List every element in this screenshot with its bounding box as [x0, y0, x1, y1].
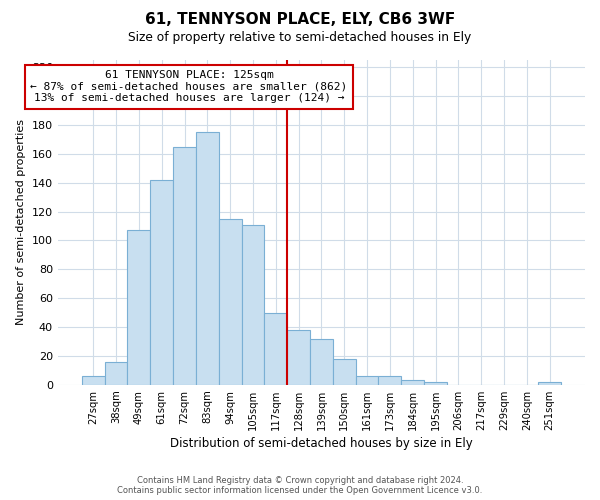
Bar	[82, 376, 104, 385]
X-axis label: Distribution of semi-detached houses by size in Ely: Distribution of semi-detached houses by …	[170, 437, 473, 450]
Y-axis label: Number of semi-detached properties: Number of semi-detached properties	[16, 120, 26, 326]
Bar	[265, 312, 287, 385]
Bar	[196, 132, 219, 385]
Text: Size of property relative to semi-detached houses in Ely: Size of property relative to semi-detach…	[128, 31, 472, 44]
Bar	[219, 219, 242, 385]
Text: 61 TENNYSON PLACE: 125sqm
← 87% of semi-detached houses are smaller (862)
13% of: 61 TENNYSON PLACE: 125sqm ← 87% of semi-…	[31, 70, 348, 103]
Bar	[356, 376, 379, 385]
Bar	[379, 376, 401, 385]
Bar	[242, 224, 265, 385]
Bar	[104, 362, 127, 385]
Text: Contains HM Land Registry data © Crown copyright and database right 2024.: Contains HM Land Registry data © Crown c…	[137, 476, 463, 485]
Bar	[424, 382, 447, 385]
Bar	[287, 330, 310, 385]
Bar	[401, 380, 424, 385]
Bar	[333, 359, 356, 385]
Bar	[538, 382, 561, 385]
Bar	[173, 146, 196, 385]
Bar	[310, 338, 333, 385]
Text: 61, TENNYSON PLACE, ELY, CB6 3WF: 61, TENNYSON PLACE, ELY, CB6 3WF	[145, 12, 455, 28]
Bar	[150, 180, 173, 385]
Bar	[127, 230, 150, 385]
Text: Contains public sector information licensed under the Open Government Licence v3: Contains public sector information licen…	[118, 486, 482, 495]
